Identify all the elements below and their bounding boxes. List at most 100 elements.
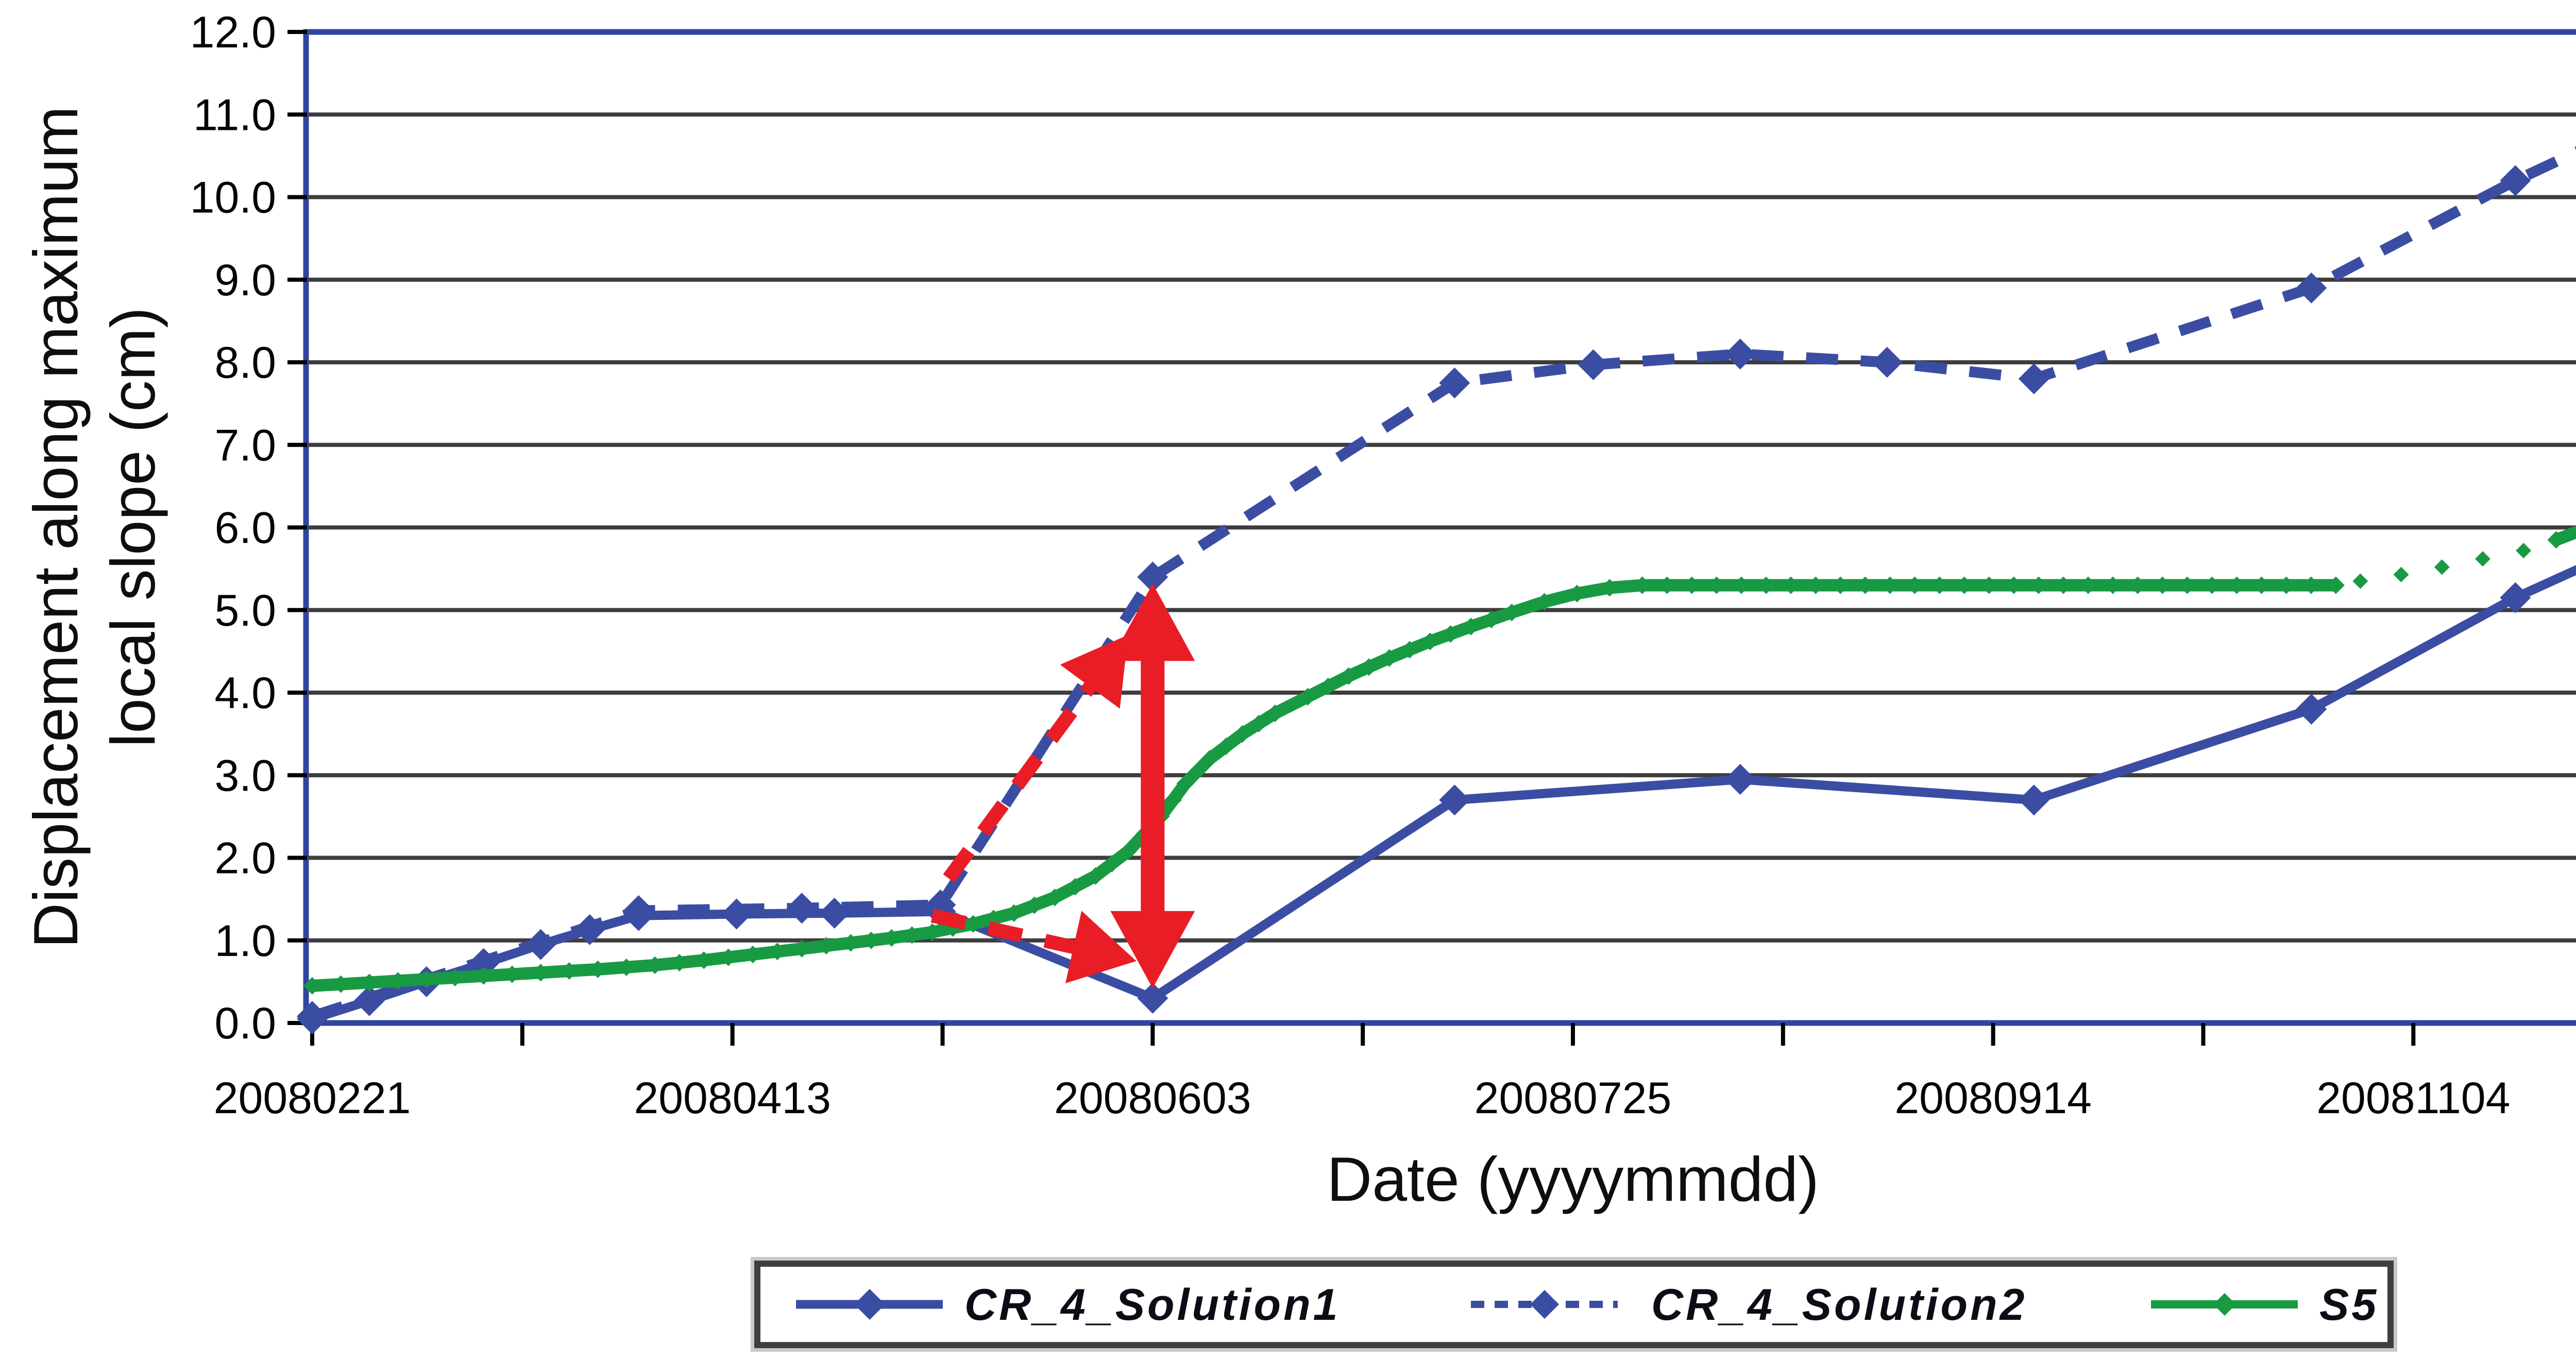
series-S5-dense1-marker (1807, 576, 1825, 594)
series-CR_4_Solution2-marker (297, 1001, 328, 1032)
series-S5-dense1-marker (883, 929, 901, 947)
red-dashed-arrow-up-line (943, 672, 1104, 883)
series-S5-dense1-marker (332, 975, 350, 993)
series-S5-dense1-marker (1955, 576, 1973, 594)
series-CR_4_Solution2-line (310, 146, 2576, 1022)
tick-labels: 0.0 1.0 2.0 3.0 4.0 5.0 6.0 7.0 8.0 9.0 10.0 11.0 12… (190, 8, 2511, 1123)
series-S5-dense1-marker (617, 958, 635, 976)
series-S5-dense1-marker (964, 915, 982, 933)
series-S5-dense1-marker (1535, 593, 1553, 611)
series-S5-sparse-marker (2352, 573, 2368, 589)
legend-sample-diamond (854, 1289, 885, 1320)
series-S5-dense1-marker (1250, 715, 1268, 733)
series-S5-dense1-marker (1462, 617, 1480, 635)
x-tick-label: 20080914 (1894, 1073, 2092, 1123)
legend-label-CR_4_Solution2: CR_4_Solution2 (1651, 1280, 2027, 1330)
series-S5-dense1-marker (1319, 677, 1337, 695)
series-S5-sparse-marker (2393, 566, 2409, 582)
x-axis-title: Date (yyyymmdd) (1327, 1144, 1819, 1214)
series-S5-dense1-marker (1906, 576, 1924, 594)
series-S5-dense1-marker (1601, 579, 1619, 597)
red-dashed-arrow-up-head (1060, 634, 1128, 709)
series-CR_4_Solution2-marker (1871, 347, 1903, 378)
series-S5-dense1-marker (360, 974, 378, 992)
series-S5-dense1-marker (1380, 649, 1398, 667)
red-double-arrow-head-down (1110, 911, 1195, 988)
series-S5-dense1-marker (1005, 904, 1023, 922)
series-S5-dense1-marker (446, 968, 464, 986)
x-tick-label: 20080725 (1475, 1073, 1672, 1123)
series-CR_4_Solution1-marker (1439, 784, 1470, 816)
y-tick-label: 8.0 (214, 338, 276, 388)
y-tick-label: 6.0 (214, 504, 276, 553)
series-S5-dense2-marker (2547, 531, 2565, 549)
series-S5-dense1-marker (2129, 576, 2147, 594)
y-axis-title-line1: Displacement along maximum (21, 106, 91, 948)
series-S5-dense1-marker (532, 964, 550, 982)
y-tick-label: 11.0 (193, 90, 276, 140)
series-CR_4_Solution1-line (311, 565, 2576, 1024)
series-S5-dense1-marker (2029, 576, 2047, 594)
x-tick-label: 20080603 (1054, 1073, 1251, 1123)
series-S5-dense1-marker (2079, 576, 2097, 594)
series-S5-dense1-marker (2277, 576, 2295, 594)
series-S5-dense1-marker (1176, 775, 1194, 793)
series-S5-dense1-marker (303, 977, 321, 995)
series-S5-dense1-marker (1119, 842, 1137, 860)
y-tick-label: 0.0 (214, 999, 276, 1048)
gridlines (306, 112, 2576, 943)
series-S5-dense1-marker (646, 956, 664, 974)
x-tick-label: 20080221 (214, 1073, 411, 1123)
series-CR_4_Solution2-marker (1578, 349, 1609, 380)
series-S5-dense1-marker (2203, 576, 2221, 594)
series-S5-sparse-marker (2516, 543, 2532, 559)
series-CR_4_Solution1-marker (1137, 982, 1168, 1014)
series-S5-dense1-marker (1340, 667, 1358, 685)
series-S5-dense1-marker (2228, 576, 2246, 594)
series-S5-dense1-marker (768, 943, 786, 961)
series-CR_4_Solution2-marker (2500, 165, 2531, 196)
series-CR_4_Solution1-marker (2296, 694, 2327, 725)
series-S5-dense1-marker (903, 926, 921, 944)
series-CR_4_Solution2-marker (2018, 363, 2049, 395)
series-S5-sparse-marker (2475, 551, 2490, 567)
series-CR_4_Solution1-marker (2018, 784, 2049, 816)
series-S5-dense1-marker (2178, 576, 2196, 594)
series-CR_4_Solution2-marker (623, 895, 654, 927)
series-S5-dense1-marker (503, 965, 521, 983)
series-CR_4_Solution2-marker (1724, 338, 1756, 370)
series-S5-dense1-marker (719, 948, 737, 966)
series-S5-dense1-marker (2104, 576, 2122, 594)
series-S5-dense1-marker (793, 939, 811, 958)
series-CR_4_Solution1-marker (1724, 764, 1756, 795)
series-S5-dense1-marker (842, 934, 860, 952)
series-S5-dense1-marker (1046, 888, 1064, 907)
series-S5-dense1-marker (985, 910, 1003, 928)
series-CR_4_Solution2-marker (1137, 561, 1168, 593)
series-S5-dense1-marker (1442, 625, 1460, 643)
legend-label-S5: S5 (2319, 1280, 2379, 1330)
series-S5-dense1-marker (670, 954, 688, 972)
series-S5-dense1-marker (1360, 658, 1378, 676)
series-S5-dense1-marker (1266, 704, 1284, 723)
y-tick-label: 7.0 (214, 421, 276, 470)
series-S5-dense1-marker (1732, 576, 1750, 594)
series-S5-dense1-marker (1087, 867, 1105, 885)
y-tick-label: 4.0 (214, 668, 276, 718)
series-S5-dense1-marker (1683, 576, 1701, 594)
series-S5-dense1-marker (560, 962, 578, 980)
series-S5-dense1-marker (1633, 576, 1651, 594)
series-S5-dense1-marker (1217, 737, 1235, 756)
series-S5-dense1-marker (589, 960, 607, 978)
series-S5-dense1-marker (1881, 576, 1899, 594)
axes-and-ticks (287, 29, 2576, 1046)
legend-label-CR_4_Solution1: CR_4_Solution1 (964, 1280, 1340, 1330)
series-S5-dense1-marker (2252, 576, 2270, 594)
series-S5-dense1-marker (389, 972, 407, 990)
series-S5-dense1-marker (817, 937, 835, 955)
series-S5-dense1-marker (1568, 584, 1586, 602)
y-tick-label: 5.0 (214, 586, 276, 635)
series-S5-dense1-marker (2327, 576, 2345, 594)
